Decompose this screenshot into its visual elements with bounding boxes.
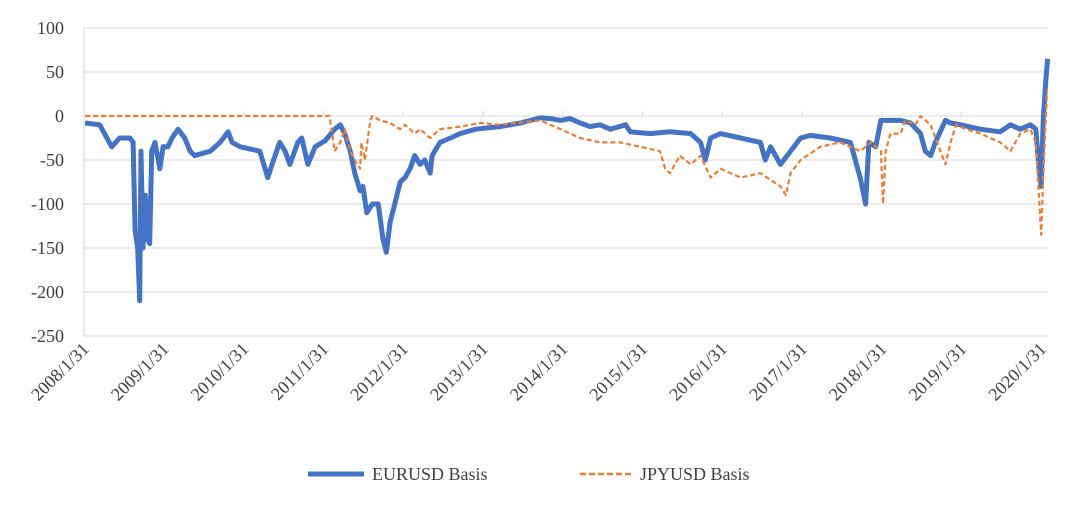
y-tick-label: -50 — [40, 150, 64, 170]
y-tick-label: -150 — [31, 238, 64, 258]
y-tick-label: -100 — [31, 194, 64, 214]
x-tick-label: 2015/1/31 — [585, 339, 651, 405]
y-tick-label: -200 — [31, 282, 64, 302]
x-tick-label: 2017/1/31 — [745, 339, 811, 405]
y-tick-label: 0 — [55, 106, 64, 126]
y-tick-label: 100 — [37, 18, 64, 38]
x-tick-label: 2018/1/31 — [825, 339, 891, 405]
legend: EURUSD Basis JPYUSD Basis — [308, 464, 750, 484]
series-line-eurusd — [84, 58, 1051, 304]
y-axis: 100 50 0 -50 -100 -150 -200 -250 — [31, 18, 64, 346]
x-tick-label: 2016/1/31 — [665, 339, 731, 405]
x-tick-label: 2013/1/31 — [426, 339, 492, 405]
x-axis: 2008/1/31 2009/1/31 2010/1/31 2011/1/31 2012… — [27, 111, 1050, 404]
gridlines — [83, 27, 1048, 337]
legend-label-jpyusd: JPYUSD Basis — [640, 464, 750, 484]
x-tick-label: 2009/1/31 — [107, 339, 173, 405]
series-line-jpyusd — [85, 89, 1049, 236]
y-tick-label: -250 — [31, 326, 64, 346]
x-tick-label: 2019/1/31 — [905, 339, 971, 405]
x-tick-label: 2008/1/31 — [27, 339, 93, 405]
x-tick-label: 2012/1/31 — [346, 339, 412, 405]
x-tick-label: 2020/1/31 — [984, 339, 1050, 405]
x-tick-label: 2011/1/31 — [267, 339, 332, 404]
y-tick-label: 50 — [46, 62, 64, 82]
series-lines — [84, 58, 1051, 304]
x-tick-label: 2010/1/31 — [187, 339, 253, 405]
x-tick-label: 2014/1/31 — [506, 339, 572, 405]
legend-label-eurusd: EURUSD Basis — [372, 464, 488, 484]
